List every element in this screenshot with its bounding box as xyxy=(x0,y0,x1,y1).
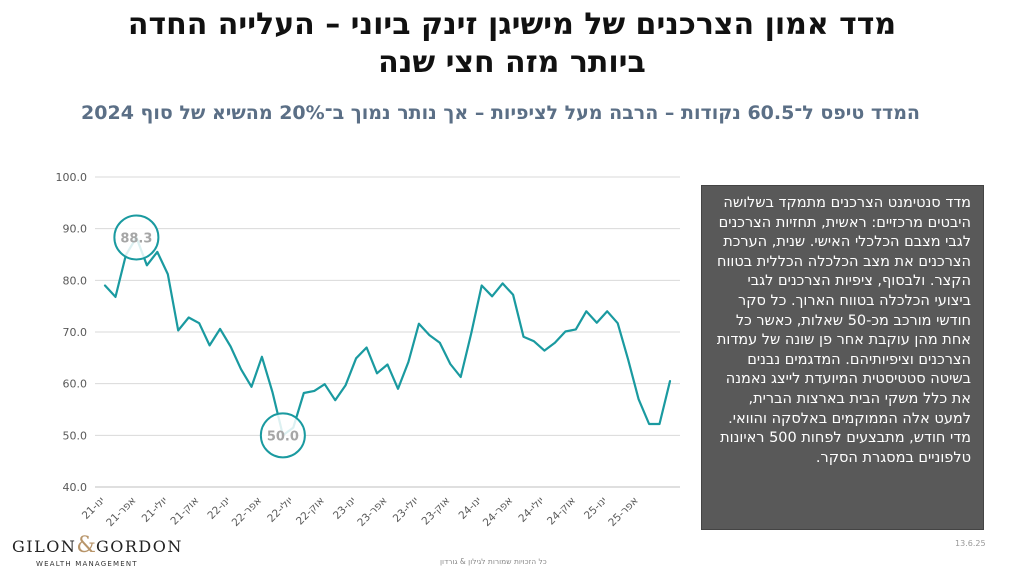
x-tick-label: אוק-23 xyxy=(420,495,453,528)
logo-wordmark: GILON&GORDON xyxy=(12,533,181,558)
x-tick-label: אוק-24 xyxy=(545,495,578,528)
info-box-text: מדד סנטימנט הצרכנים מתמקד בשלושה היבטים … xyxy=(716,195,971,466)
y-tick-label: 60.0 xyxy=(63,378,88,391)
y-tick-label: 70.0 xyxy=(63,326,88,339)
x-tick-label: יולי-24 xyxy=(516,495,546,525)
x-tick-label: אוק-21 xyxy=(168,495,201,528)
x-tick-label: אוק-22 xyxy=(294,495,327,528)
y-tick-label: 100.0 xyxy=(56,171,88,184)
x-tick-label: אפר-23 xyxy=(355,495,389,529)
x-tick-label: ינו-21 xyxy=(80,495,107,522)
y-tick-label: 80.0 xyxy=(63,274,88,287)
y-tick-label: 40.0 xyxy=(63,481,88,494)
title-line-1: מדד אמון הצרכנים של מישיגן זינק ביוני – … xyxy=(127,7,897,42)
y-tick-label: 50.0 xyxy=(63,429,88,442)
logo-tagline: WEALTH MANAGEMENT xyxy=(36,560,138,568)
x-tick-label: ינו-25 xyxy=(582,495,609,522)
x-tick-label: אפר-22 xyxy=(230,495,264,529)
logo-name-left: GILON xyxy=(12,537,77,556)
x-tick-label: ינו-22 xyxy=(205,495,232,522)
x-tick-label: יולי-23 xyxy=(391,495,421,525)
annotation-label: 50.0 xyxy=(267,429,299,444)
title-line-2: ביותר מזה חצי שנה xyxy=(378,45,646,80)
series-line xyxy=(103,236,672,437)
annotation-circle xyxy=(113,214,160,261)
x-tick-label: אפר-21 xyxy=(104,495,138,529)
y-tick-label: 90.0 xyxy=(63,223,88,236)
x-tick-label: יולי-22 xyxy=(265,495,295,525)
logo-name-right: GORDON xyxy=(95,537,183,556)
annotation-circle xyxy=(259,412,306,459)
x-tick-label: אפר-24 xyxy=(481,495,515,529)
x-tick-label: אפר-25 xyxy=(606,495,640,529)
info-box: מדד סנטימנט הצרכנים מתמקד בשלושה היבטים … xyxy=(701,185,984,530)
page-title: מדד אמון הצרכנים של מישיגן זינק ביוני – … xyxy=(40,6,984,82)
company-logo: GILON&GORDON WEALTH MANAGEMENT xyxy=(12,533,181,568)
x-tick-label: ינו-23 xyxy=(331,495,358,522)
x-tick-label: ינו-24 xyxy=(457,495,484,522)
x-tick-label: יולי-21 xyxy=(140,495,170,525)
page-subtitle: המדד טיפס ל־60.5 נקודות – הרבה מעל לציפי… xyxy=(81,102,920,124)
slide-date: 13.6.25 xyxy=(955,539,986,548)
annotation-label: 88.3 xyxy=(120,231,152,246)
copyright-footer: כל הזכויות שמורות לגילון & גורדון xyxy=(440,557,547,566)
logo-ampersand: & xyxy=(76,533,96,558)
